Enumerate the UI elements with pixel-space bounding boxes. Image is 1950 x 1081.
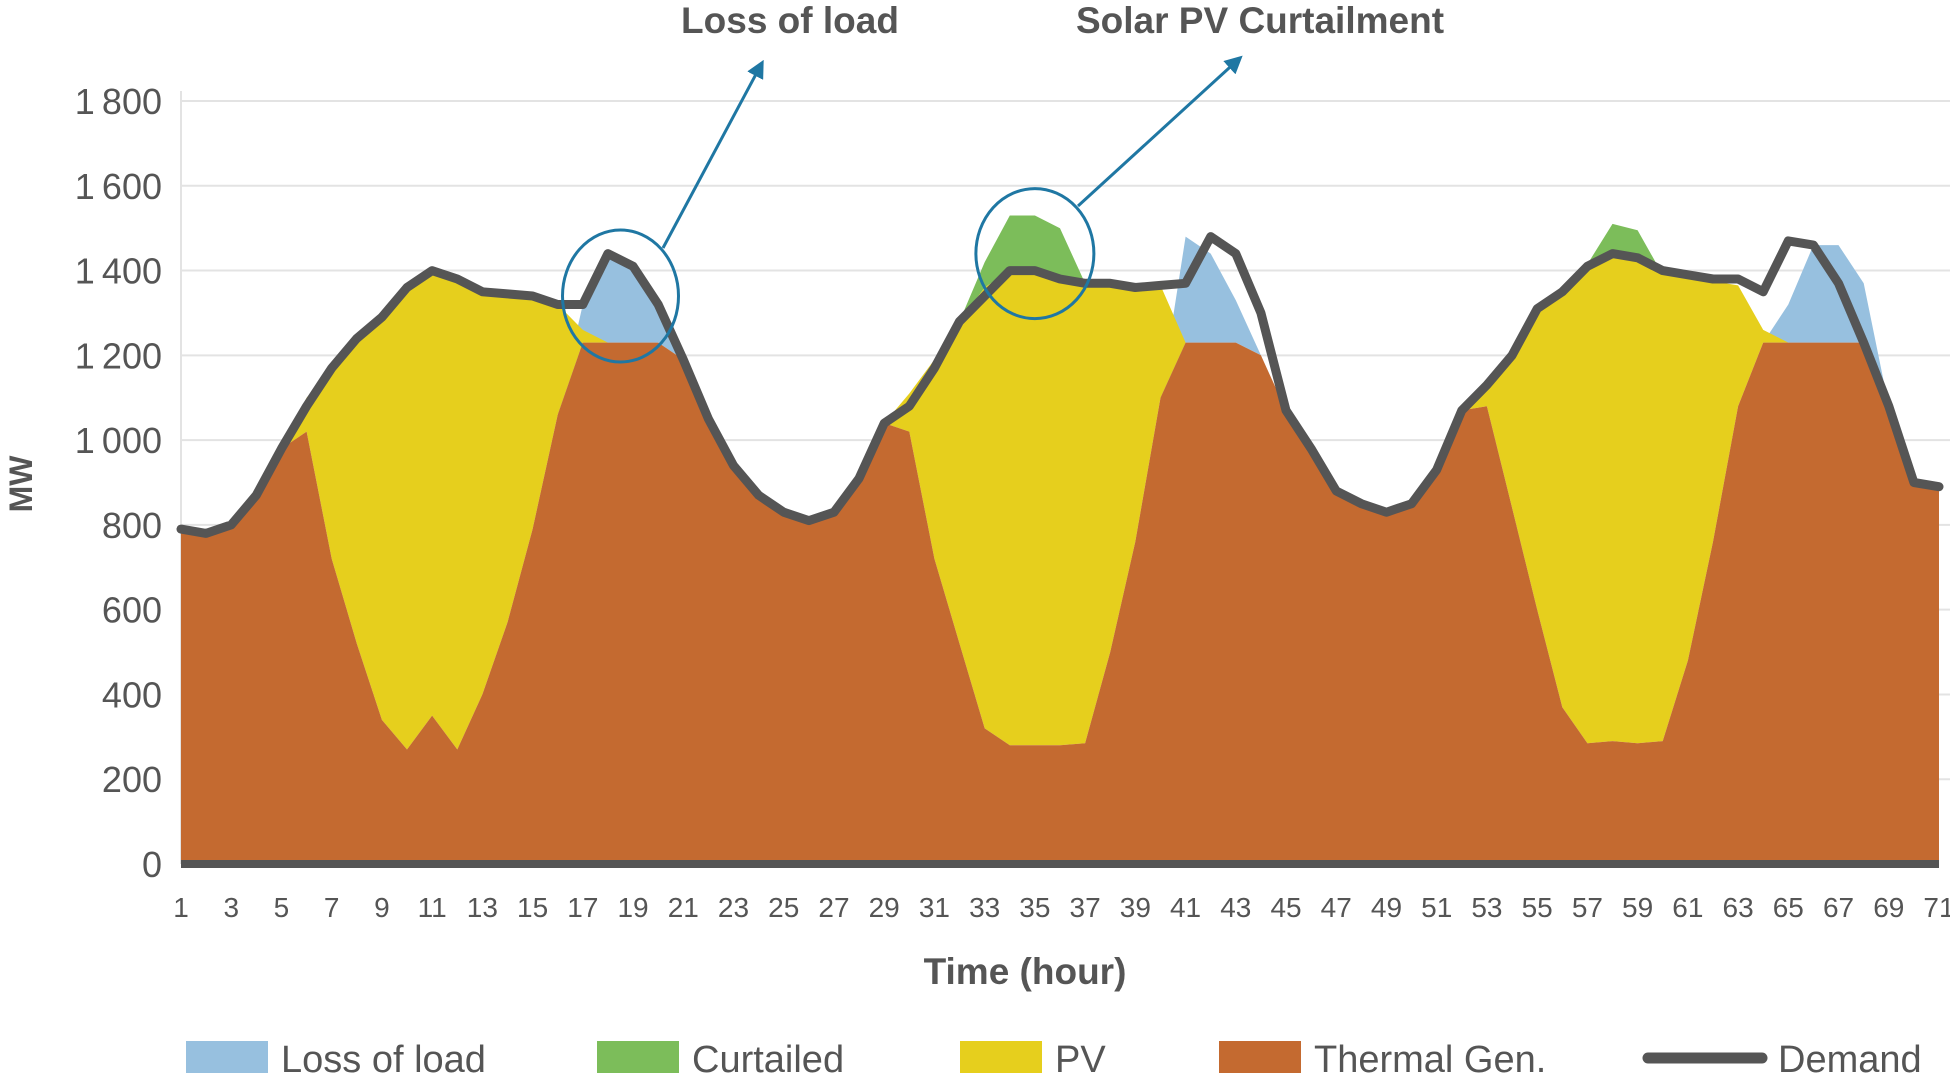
x-tick-label: 63	[1723, 892, 1754, 923]
x-tick-label: 39	[1120, 892, 1151, 923]
x-tick-label: 33	[969, 892, 1000, 923]
x-tick-label: 51	[1421, 892, 1452, 923]
annotation-label: Solar PV Curtailment	[1076, 0, 1444, 41]
x-tick-label: 7	[324, 892, 340, 923]
legend-item: PV	[960, 1039, 1106, 1081]
area-pv	[181, 253, 1939, 750]
annotation-label: Loss of load	[681, 0, 899, 41]
x-tick-label: 53	[1471, 892, 1502, 923]
x-tick-label: 69	[1873, 892, 1904, 923]
x-tick-label: 23	[718, 892, 749, 923]
x-tick-label: 61	[1672, 892, 1703, 923]
x-tick-label: 71	[1923, 892, 1950, 923]
x-tick-label: 15	[517, 892, 548, 923]
legend-label: Loss of load	[281, 1039, 486, 1081]
x-tick-label: 5	[274, 892, 290, 923]
legend-swatch	[186, 1041, 268, 1073]
x-tick-label: 25	[768, 892, 799, 923]
x-tick-label: 3	[223, 892, 239, 923]
y-tick-label: 200	[102, 759, 162, 800]
legend-item: Loss of load	[186, 1039, 486, 1081]
y-tick-label: 400	[102, 674, 162, 715]
x-tick-label: 29	[869, 892, 900, 923]
x-tick-label: 37	[1070, 892, 1101, 923]
line-layer	[176, 232, 1944, 538]
x-tick-label: 31	[919, 892, 950, 923]
legend-label: Thermal Gen.	[1314, 1039, 1546, 1081]
legend-label: Demand	[1778, 1039, 1922, 1081]
legend: Loss of load Curtailed PV Thermal Gen. Deman…	[186, 1039, 1922, 1081]
x-tick-label: 27	[818, 892, 849, 923]
legend-item: Thermal Gen.	[1219, 1039, 1546, 1081]
y-tick-label: 800	[102, 505, 162, 546]
y-tick-label: 1 400	[75, 251, 162, 292]
x-tick-label: 59	[1622, 892, 1653, 923]
x-tick-label: 9	[374, 892, 390, 923]
x-tick-label: 19	[617, 892, 648, 923]
x-tick-label: 35	[1019, 892, 1050, 923]
x-tick-label: 47	[1321, 892, 1352, 923]
x-tick-label: 11	[418, 892, 447, 923]
y-axis-title: MW	[3, 455, 39, 513]
x-tick-label: 67	[1823, 892, 1854, 923]
x-tick-label: 49	[1371, 892, 1402, 923]
demand-line	[176, 232, 1944, 538]
x-tick-label: 45	[1270, 892, 1301, 923]
legend-item: Curtailed	[597, 1039, 844, 1081]
x-tick-label: 57	[1572, 892, 1603, 923]
x-tick-label: 55	[1522, 892, 1553, 923]
y-tick-label: 1 200	[75, 335, 162, 376]
annotation-arrow	[661, 59, 764, 249]
legend-label: Curtailed	[692, 1039, 844, 1081]
annotation-circle	[561, 228, 680, 364]
annotation-circle	[974, 187, 1096, 321]
legend-label: PV	[1055, 1039, 1106, 1081]
annotation-arrow	[1076, 55, 1243, 208]
legend-swatch	[960, 1041, 1042, 1073]
x-axis-title: Time (hour)	[924, 951, 1127, 992]
area-thermal-gen	[181, 342, 1939, 865]
legend-item: Demand	[1642, 1039, 1922, 1081]
x-tick-label: 43	[1220, 892, 1251, 923]
x-tick-label: 65	[1773, 892, 1804, 923]
legend-swatch	[597, 1041, 679, 1073]
y-tick-label: 1 800	[75, 81, 162, 122]
legend-swatch	[1219, 1041, 1301, 1073]
y-tick-label: 600	[102, 590, 162, 631]
y-tick-label: 1 000	[75, 420, 162, 461]
y-tick-label: 1 600	[75, 166, 162, 207]
x-tick-label: 13	[467, 892, 498, 923]
x-tick-label: 1	[173, 892, 189, 923]
area-layer	[181, 215, 1939, 865]
x-tick-label: 41	[1170, 892, 1201, 923]
x-tick-label: 21	[668, 892, 699, 923]
annotations: Loss of load Solar PV Curtailment	[561, 0, 1444, 364]
x-tick-label: 17	[567, 892, 598, 923]
y-tick-label: 0	[142, 844, 162, 885]
